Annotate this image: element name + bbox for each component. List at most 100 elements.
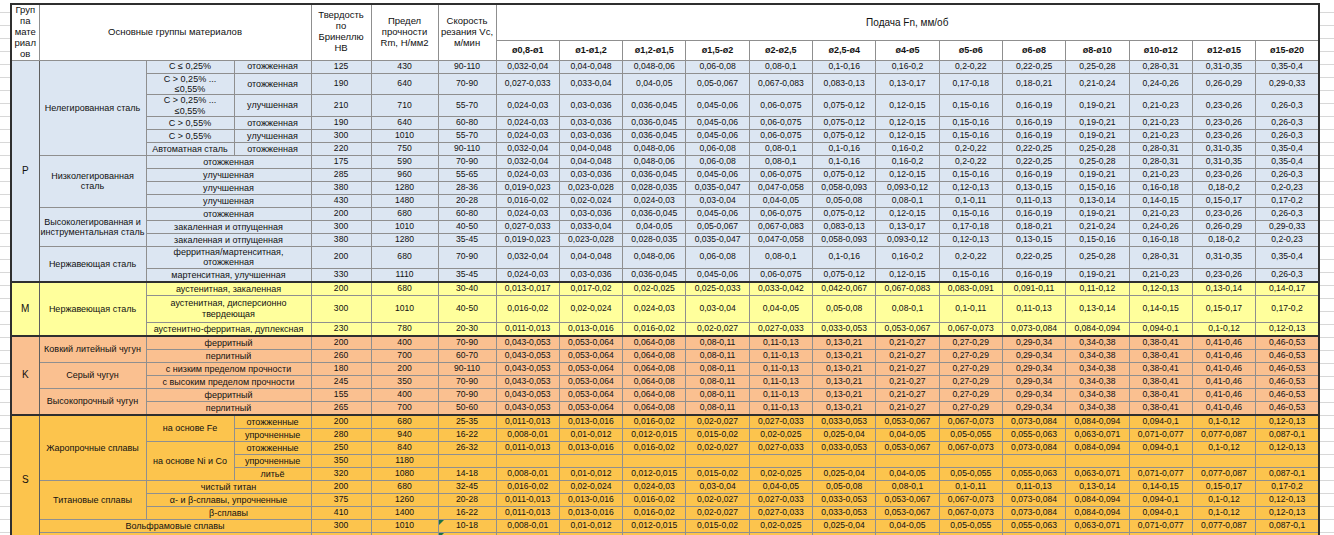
material-label-cell[interactable]: отожженные	[234, 415, 311, 429]
feed-value-cell[interactable]: 0,16-0,2	[876, 60, 939, 73]
feed-value-cell[interactable]: 0,075-0,12	[813, 168, 876, 181]
cutting-speed-cell[interactable]: 70-90	[438, 336, 496, 350]
feed-value-cell[interactable]: 0,27-0,29	[939, 401, 1002, 415]
feed-value-cell[interactable]: 0,2-0,22	[939, 142, 1002, 155]
cutting-speed-cell[interactable]: 10-18	[438, 519, 496, 532]
feed-value-cell[interactable]: 0,13-0,21	[813, 336, 876, 350]
feed-value-cell[interactable]: 0,21-0,27	[876, 336, 939, 350]
feed-value-cell[interactable]: 0,1-0,12	[1192, 441, 1255, 454]
feed-value-cell[interactable]: 0,03-0,036	[559, 268, 622, 282]
feed-value-cell[interactable]: 0,048-0,06	[623, 60, 686, 73]
feed-value-cell[interactable]: 0,21-0,23	[1129, 95, 1192, 117]
feed-value-cell[interactable]: 0,02-0,027	[686, 441, 749, 454]
feed-value-cell[interactable]	[813, 454, 876, 467]
cutting-speed-cell[interactable]: 90-110	[438, 60, 496, 73]
cutting-speed-cell[interactable]: 55-65	[438, 168, 496, 181]
feed-value-cell[interactable]: 0,01-0,012	[559, 519, 622, 532]
feed-value-cell[interactable]: 0,083-0,13	[813, 73, 876, 95]
feed-value-cell[interactable]: 0,22-0,25	[1002, 60, 1065, 73]
feed-value-cell[interactable]: 0,028-0,035	[623, 181, 686, 194]
feed-value-cell[interactable]: 0,16-0,18	[1129, 181, 1192, 194]
feed-value-cell[interactable]: 0,02-0,024	[559, 295, 622, 322]
material-label-cell[interactable]: аустенитно-ферритная, дуплексная	[146, 322, 311, 336]
material-label-cell[interactable]: α- и β-сплавы, упрочненные	[146, 493, 311, 506]
feed-value-cell[interactable]: 0,26-0,3	[1256, 207, 1319, 220]
feed-value-cell[interactable]: 0,13-0,21	[813, 375, 876, 388]
feed-value-cell[interactable]: 0,017-0,02	[559, 282, 622, 296]
feed-value-cell[interactable]: 0,035-0,047	[686, 181, 749, 194]
feed-value-cell[interactable]: 0,23-0,26	[1192, 129, 1255, 142]
feed-value-cell[interactable]: 0,1-0,16	[813, 142, 876, 155]
feed-value-cell[interactable]: 0,38-0,41	[1129, 388, 1192, 401]
feed-value-cell[interactable]: 0,016-0,02	[623, 506, 686, 519]
header-brinell-hardness[interactable]: Твердость по Бринеллю HB	[311, 4, 371, 60]
hardness-cell[interactable]: 375	[311, 493, 371, 506]
feed-value-cell[interactable]	[1192, 454, 1255, 467]
cutting-speed-cell[interactable]: 50-60	[438, 401, 496, 415]
feed-value-cell[interactable]: 0,22-0,25	[1002, 142, 1065, 155]
feed-value-cell[interactable]: 0,045-0,06	[686, 129, 749, 142]
feed-value-cell[interactable]: 0,03-0,04	[686, 480, 749, 493]
feed-value-cell[interactable]: 0,043-0,053	[496, 362, 559, 375]
feed-value-cell[interactable]: 0,043-0,053	[496, 388, 559, 401]
feed-value-cell[interactable]: 0,16-0,2	[876, 246, 939, 268]
feed-value-cell[interactable]: 0,033-0,053	[813, 415, 876, 429]
feed-value-cell[interactable]: 0,2-0,23	[1256, 233, 1319, 246]
strength-cell[interactable]: 640	[371, 73, 438, 95]
material-label-cell[interactable]: C > 0,55%	[146, 129, 234, 142]
material-label-cell[interactable]: Нержавеющая сталь	[39, 282, 146, 336]
hardness-cell[interactable]: 265	[311, 401, 371, 415]
feed-value-cell[interactable]: 0,027-0,033	[496, 220, 559, 233]
feed-value-cell[interactable]: 0,19-0,21	[1066, 207, 1129, 220]
strength-cell[interactable]: 1180	[371, 454, 438, 467]
feed-value-cell[interactable]: 0,24-0,26	[1129, 220, 1192, 233]
header-tensile-strength[interactable]: Предел прочности Rm, Н/мм2	[371, 4, 438, 60]
strength-cell[interactable]: 1010	[371, 129, 438, 142]
feed-value-cell[interactable]: 0,11-0,13	[749, 401, 812, 415]
strength-cell[interactable]: 780	[371, 322, 438, 336]
hardness-cell[interactable]: 230	[311, 322, 371, 336]
feed-value-cell[interactable]: 0,29-0,33	[1256, 220, 1319, 233]
feed-value-cell[interactable]: 0,18-0,21	[1002, 73, 1065, 95]
material-label-cell[interactable]: улучшенная	[234, 129, 311, 142]
feed-value-cell[interactable]: 0,17-0,18	[939, 220, 1002, 233]
hardness-cell[interactable]: 300	[311, 129, 371, 142]
feed-value-cell[interactable]: 0,064-0,08	[623, 336, 686, 350]
feed-value-cell[interactable]: 0,077-0,087	[1192, 519, 1255, 532]
feed-value-cell[interactable]: 0,094-0,1	[1129, 322, 1192, 336]
feed-value-cell[interactable]: 0,053-0,067	[876, 322, 939, 336]
header-cutting-speed[interactable]: Скорость резания Vc, м/мин	[438, 4, 496, 60]
feed-value-cell[interactable]: 0,043-0,053	[496, 401, 559, 415]
feed-value-cell[interactable]: 0,04-0,05	[876, 428, 939, 441]
feed-value-cell[interactable]: 0,2-0,22	[939, 155, 1002, 168]
feed-value-cell[interactable]: 0,06-0,075	[749, 116, 812, 129]
feed-value-cell[interactable]: 0,024-0,03	[623, 194, 686, 207]
feed-value-cell[interactable]: 0,08-0,1	[749, 142, 812, 155]
feed-value-cell[interactable]: 0,04-0,05	[749, 480, 812, 493]
feed-value-cell[interactable]: 0,06-0,075	[749, 207, 812, 220]
feed-value-cell[interactable]: 0,045-0,06	[686, 168, 749, 181]
feed-value-cell[interactable]: 0,043-0,053	[496, 349, 559, 362]
feed-value-cell[interactable]: 0,027-0,033	[496, 73, 559, 95]
material-label-cell[interactable]: на основе Fe	[146, 415, 234, 442]
feed-value-cell[interactable]: 0,35-0,4	[1256, 142, 1319, 155]
feed-value-cell[interactable]: 0,28-0,31	[1129, 142, 1192, 155]
feed-value-cell[interactable]: 0,31-0,35	[1192, 60, 1255, 73]
feed-value-cell[interactable]: 0,013-0,016	[559, 493, 622, 506]
hardness-cell[interactable]: 200	[311, 282, 371, 296]
cutting-speed-cell[interactable]: 30-40	[438, 282, 496, 296]
cutting-speed-cell[interactable]: 20-28	[438, 194, 496, 207]
cutting-speed-cell[interactable]: 20-30	[438, 322, 496, 336]
diameter-col-header[interactable]: ø1,2-ø1,5	[623, 40, 686, 60]
group-letter-cell[interactable]: M	[11, 282, 39, 336]
material-label-cell[interactable]: C > 0,25% ... ≤0,55%	[146, 95, 234, 117]
feed-value-cell[interactable]: 0,26-0,29	[1192, 73, 1255, 95]
feed-value-cell[interactable]: 0,033-0,04	[559, 220, 622, 233]
feed-value-cell[interactable]: 0,077-0,087	[1192, 428, 1255, 441]
feed-value-cell[interactable]: 0,075-0,12	[813, 207, 876, 220]
feed-value-cell[interactable]: 0,16-0,18	[1129, 233, 1192, 246]
feed-value-cell[interactable]: 0,04-0,048	[559, 142, 622, 155]
material-label-cell[interactable]: Низколегированная сталь	[39, 155, 146, 207]
hardness-cell[interactable]: 285	[311, 168, 371, 181]
cutting-speed-cell[interactable]: 16-22	[438, 506, 496, 519]
